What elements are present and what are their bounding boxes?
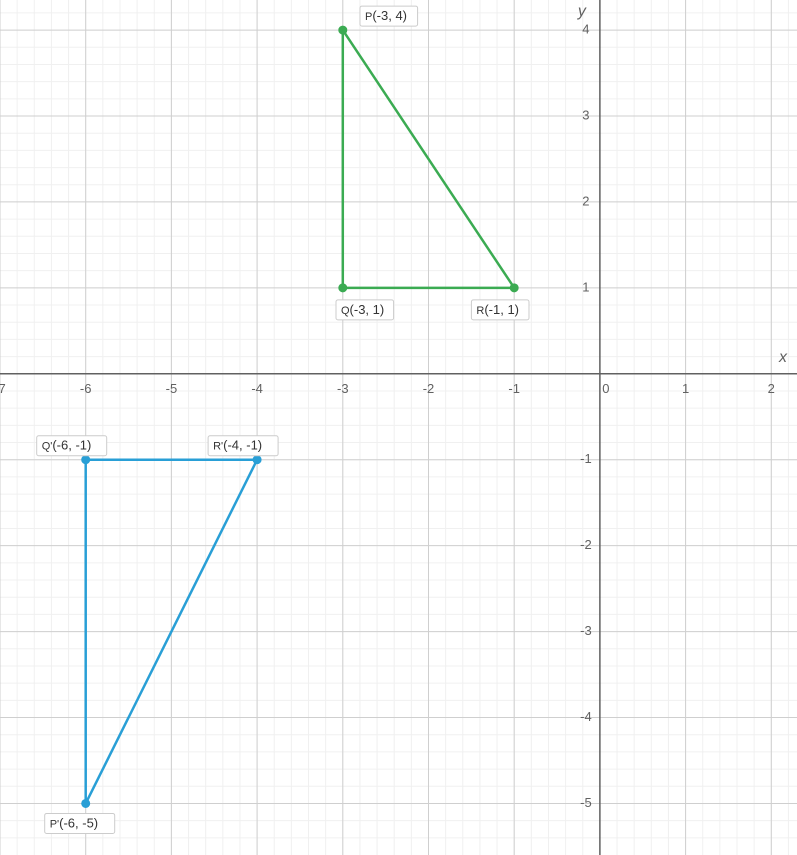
x-tick-label: 0 bbox=[602, 381, 609, 396]
y-tick-label: -1 bbox=[580, 451, 592, 466]
y-tick-label: 3 bbox=[582, 107, 589, 122]
coordinate-plane: -7 -6 -5 -4 -3 -2 -1 0 1 2 -5 -4 -3 -2 -1 1 2 3 4 y x P(-3, 4… bbox=[0, 0, 797, 855]
y-axis-label: y bbox=[577, 3, 587, 20]
point-label-pp: P'(-6, -5) bbox=[45, 813, 115, 833]
y-tick-label: -5 bbox=[580, 795, 592, 810]
point-label-text: Q'(-6, -1) bbox=[42, 438, 92, 453]
vertex-pp bbox=[82, 799, 90, 807]
point-label-text: P'(-6, -5) bbox=[50, 815, 98, 830]
x-axis-label: x bbox=[778, 349, 788, 366]
point-label-text: R'(-4, -1) bbox=[213, 438, 262, 453]
x-tick-label: -4 bbox=[251, 381, 263, 396]
x-tick-label: -7 bbox=[0, 381, 6, 396]
point-label-rp: R'(-4, -1) bbox=[208, 436, 278, 456]
point-label-text: R(-1, 1) bbox=[476, 302, 519, 317]
vertex-qp bbox=[82, 456, 90, 464]
y-tick-label: 4 bbox=[582, 22, 589, 37]
vertex-r bbox=[510, 284, 518, 292]
vertex-p bbox=[339, 26, 347, 34]
y-tick-label: 1 bbox=[582, 279, 589, 294]
x-tick-label: 2 bbox=[768, 381, 775, 396]
x-tick-label: 1 bbox=[682, 381, 689, 396]
point-label-p: P(-3, 4) bbox=[360, 6, 418, 26]
x-tick-label: -5 bbox=[166, 381, 178, 396]
y-tick-label: -3 bbox=[580, 623, 592, 638]
point-label-r: R(-1, 1) bbox=[471, 300, 529, 320]
vertex-q bbox=[339, 284, 347, 292]
y-tick-label: -2 bbox=[580, 537, 592, 552]
x-tick-label: -6 bbox=[80, 381, 92, 396]
x-tick-label: -2 bbox=[423, 381, 435, 396]
y-tick-label: -4 bbox=[580, 709, 592, 724]
point-label-q: Q(-3, 1) bbox=[336, 300, 394, 320]
point-label-text: P(-3, 4) bbox=[365, 8, 407, 23]
x-tick-label: -1 bbox=[508, 381, 520, 396]
vertex-rp bbox=[253, 456, 261, 464]
x-tick-label: -3 bbox=[337, 381, 349, 396]
y-tick-label: 2 bbox=[582, 193, 589, 208]
point-label-text: Q(-3, 1) bbox=[341, 302, 384, 317]
point-label-qp: Q'(-6, -1) bbox=[37, 436, 107, 456]
